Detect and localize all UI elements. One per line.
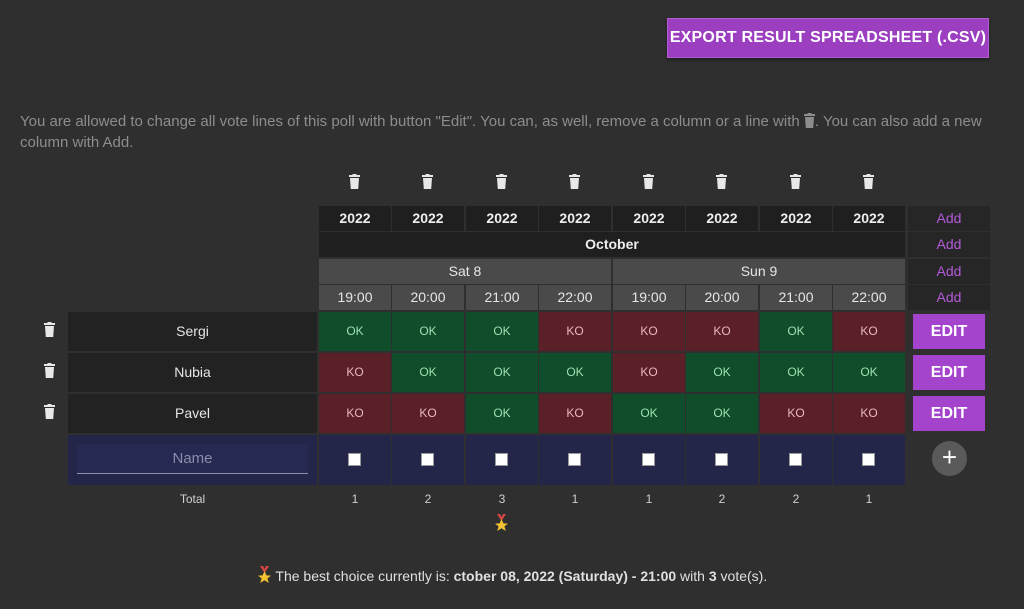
vote-checkbox[interactable] bbox=[642, 453, 655, 466]
vote-cell: KO bbox=[833, 394, 905, 433]
info-text-part2: . You can also add a new column with Add… bbox=[20, 113, 982, 151]
vote-cell: OK bbox=[319, 312, 391, 351]
total-value: 2 bbox=[792, 492, 800, 506]
time-header: 19:00 bbox=[319, 285, 391, 310]
vote-cell: KO bbox=[760, 394, 832, 433]
year-header: 2022 bbox=[466, 206, 538, 231]
vote-checkbox[interactable] bbox=[789, 453, 802, 466]
best-choice-value: ctober 08, 2022 (Saturday) - 21:00 bbox=[453, 568, 677, 584]
vote-cell: KO bbox=[613, 312, 685, 351]
best-choice-votes: 3 bbox=[708, 568, 717, 584]
vote-cell: KO bbox=[539, 312, 611, 351]
vote-checkbox[interactable] bbox=[495, 453, 508, 466]
info-text: You are allowed to change all vote lines… bbox=[20, 111, 1010, 153]
total-value: 1 bbox=[865, 492, 873, 506]
time-header: 21:00 bbox=[760, 285, 832, 310]
time-header: 21:00 bbox=[466, 285, 538, 310]
add-column-link[interactable]: Add bbox=[908, 259, 990, 284]
vote-cell: KO bbox=[319, 353, 391, 392]
medal-icon bbox=[257, 566, 271, 583]
year-header: 2022 bbox=[760, 206, 832, 231]
best-choice-label: The best choice currently is: bbox=[275, 568, 450, 584]
delete-column-icon[interactable] bbox=[569, 174, 580, 189]
vote-cell: OK bbox=[760, 312, 832, 351]
vote-cell: KO bbox=[392, 394, 464, 433]
edit-button[interactable]: EDIT bbox=[913, 314, 985, 349]
delete-column-icon[interactable] bbox=[422, 174, 433, 189]
vote-cell: KO bbox=[613, 353, 685, 392]
vote-cell: OK bbox=[392, 312, 464, 351]
time-header: 22:00 bbox=[539, 285, 611, 310]
vote-cell: KO bbox=[833, 312, 905, 351]
total-value: 2 bbox=[424, 492, 432, 506]
vote-cell: KO bbox=[539, 394, 611, 433]
delete-column-icon[interactable] bbox=[716, 174, 727, 189]
total-value: 1 bbox=[571, 492, 579, 506]
delete-row-icon[interactable] bbox=[44, 404, 55, 419]
vote-cell: OK bbox=[760, 353, 832, 392]
total-value: 3 bbox=[498, 492, 506, 506]
vote-cell: OK bbox=[466, 394, 538, 433]
medal-icon bbox=[495, 514, 508, 531]
delete-column-icon[interactable] bbox=[863, 174, 874, 189]
year-header: 2022 bbox=[319, 206, 391, 231]
total-value: 2 bbox=[718, 492, 726, 506]
delete-row-icon[interactable] bbox=[44, 322, 55, 337]
best-choice-with: with bbox=[680, 568, 705, 584]
vote-cell: OK bbox=[686, 394, 758, 433]
year-header: 2022 bbox=[392, 206, 464, 231]
voter-name: Pavel bbox=[68, 394, 317, 433]
voter-name: Nubia bbox=[68, 353, 317, 392]
vote-cell: OK bbox=[686, 353, 758, 392]
delete-row-icon[interactable] bbox=[44, 363, 55, 378]
info-text-part1: You are allowed to change all vote lines… bbox=[20, 113, 800, 130]
vote-cell: OK bbox=[466, 312, 538, 351]
export-csv-button[interactable]: EXPORT RESULT SPREADSHEET (.CSV) bbox=[667, 18, 989, 58]
best-choice-suffix: vote(s). bbox=[720, 568, 768, 584]
delete-column-icon[interactable] bbox=[496, 174, 507, 189]
day-header: Sat 8 bbox=[319, 259, 611, 284]
time-header: 20:00 bbox=[686, 285, 758, 310]
trash-icon bbox=[803, 113, 815, 128]
total-value: 1 bbox=[351, 492, 359, 506]
month-header: October bbox=[319, 232, 905, 257]
name-input[interactable] bbox=[77, 444, 308, 474]
total-label: Total bbox=[179, 492, 206, 506]
vote-checkbox[interactable] bbox=[568, 453, 581, 466]
vote-cell: OK bbox=[833, 353, 905, 392]
add-column-link[interactable]: Add bbox=[908, 285, 990, 310]
vote-cell: OK bbox=[613, 394, 685, 433]
year-header: 2022 bbox=[686, 206, 758, 231]
best-choice: The best choice currently is: ctober 08,… bbox=[0, 566, 1024, 584]
vote-cell: KO bbox=[319, 394, 391, 433]
year-header: 2022 bbox=[613, 206, 685, 231]
year-header: 2022 bbox=[833, 206, 905, 231]
vote-cell: KO bbox=[686, 312, 758, 351]
day-header: Sun 9 bbox=[613, 259, 905, 284]
edit-button[interactable]: EDIT bbox=[913, 396, 985, 431]
delete-column-icon[interactable] bbox=[790, 174, 801, 189]
voter-name: Sergi bbox=[68, 312, 317, 351]
year-header: 2022 bbox=[539, 206, 611, 231]
add-column-link[interactable]: Add bbox=[908, 206, 990, 231]
time-header: 22:00 bbox=[833, 285, 905, 310]
vote-checkbox[interactable] bbox=[862, 453, 875, 466]
vote-cell: OK bbox=[392, 353, 464, 392]
vote-checkbox[interactable] bbox=[715, 453, 728, 466]
vote-cell: OK bbox=[466, 353, 538, 392]
time-header: 20:00 bbox=[392, 285, 464, 310]
delete-column-icon[interactable] bbox=[349, 174, 360, 189]
edit-button[interactable]: EDIT bbox=[913, 355, 985, 390]
add-column-link[interactable]: Add bbox=[908, 232, 990, 257]
add-vote-button[interactable]: + bbox=[932, 441, 967, 476]
vote-checkbox[interactable] bbox=[421, 453, 434, 466]
time-header: 19:00 bbox=[613, 285, 685, 310]
delete-column-icon[interactable] bbox=[643, 174, 654, 189]
vote-cell: OK bbox=[539, 353, 611, 392]
vote-checkbox[interactable] bbox=[348, 453, 361, 466]
total-value: 1 bbox=[645, 492, 653, 506]
